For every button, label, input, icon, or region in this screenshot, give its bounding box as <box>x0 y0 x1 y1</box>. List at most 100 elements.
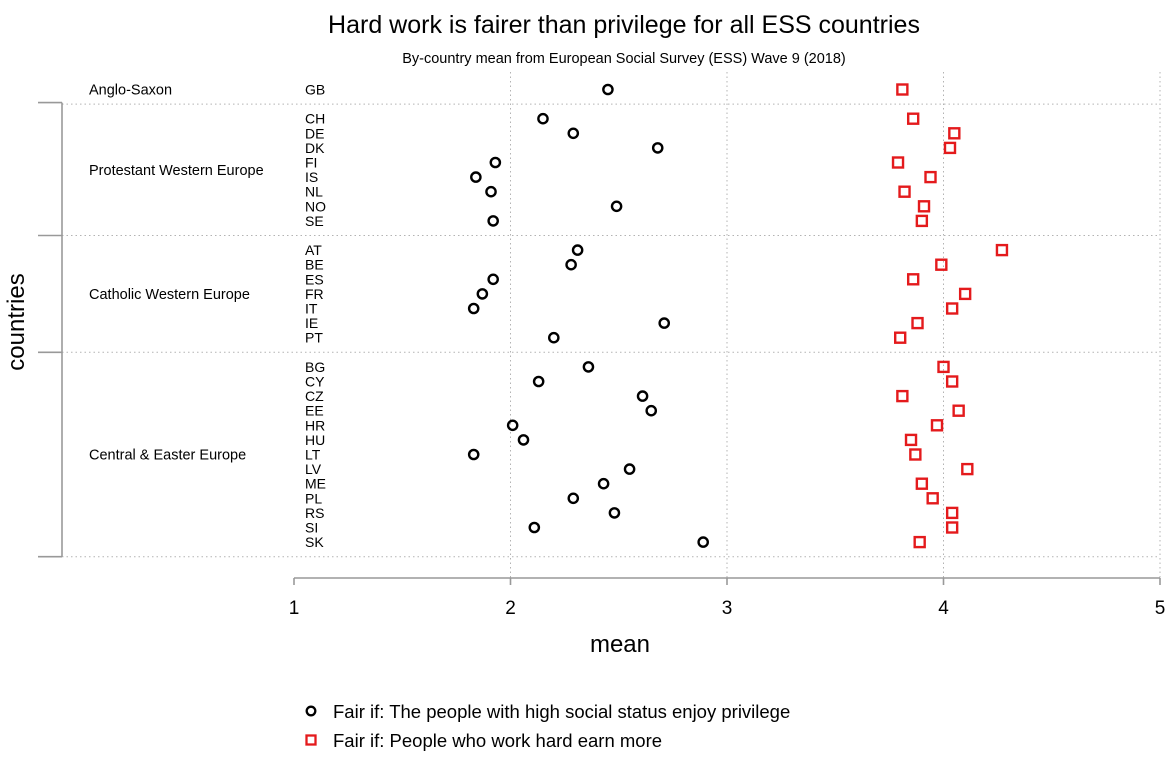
point-privilege <box>623 463 636 475</box>
group-label: Anglo-Saxon <box>89 83 172 99</box>
country-label: IE <box>305 315 318 331</box>
country-label: RS <box>305 505 324 521</box>
country-label: EE <box>305 403 324 419</box>
country-label: SI <box>305 520 318 536</box>
country-label: BG <box>305 359 325 375</box>
point-privilege <box>597 477 610 490</box>
legend-label: Fair if: The people with high social sta… <box>333 701 790 722</box>
point-privilege <box>476 288 489 300</box>
country-label: LT <box>305 447 321 463</box>
country-label: AT <box>305 242 322 258</box>
point-hard-work <box>945 302 959 315</box>
point-hard-work <box>904 433 918 447</box>
point-privilege <box>610 200 623 213</box>
point-hard-work <box>915 214 929 228</box>
point-hard-work <box>935 258 948 271</box>
point-hard-work <box>937 360 950 374</box>
point-hard-work <box>924 170 937 184</box>
point-privilege <box>537 112 549 125</box>
country-label: DK <box>305 140 325 156</box>
country-label: SE <box>305 213 324 229</box>
point-hard-work <box>906 273 920 286</box>
point-privilege <box>506 419 519 432</box>
x-tick-label: 3 <box>722 598 733 619</box>
point-hard-work <box>945 506 959 520</box>
point-hard-work <box>906 112 920 125</box>
point-hard-work <box>894 331 907 344</box>
group-label: Central & Easter Europe <box>89 448 246 464</box>
country-label: NL <box>305 184 323 200</box>
point-hard-work <box>896 389 909 403</box>
point-privilege <box>567 127 580 140</box>
point-hard-work <box>915 477 929 490</box>
legend-label: Fair if: People who work hard earn more <box>333 730 662 751</box>
point-privilege <box>697 536 709 548</box>
point-privilege <box>636 390 649 402</box>
grid <box>62 72 1161 578</box>
y-axis-title: countries <box>3 273 30 370</box>
legend-marker-hard-work <box>305 734 317 746</box>
country-label: IT <box>305 301 318 317</box>
x-tick-label: 5 <box>1155 598 1166 619</box>
point-hard-work <box>943 141 957 155</box>
point-hard-work <box>909 448 922 461</box>
category-labels: Anglo-Saxon Protestant Western Europe Cath… <box>89 82 326 551</box>
country-label: CZ <box>305 388 324 404</box>
point-privilege <box>567 492 580 505</box>
legend-marker-privilege <box>305 705 317 717</box>
point-privilege <box>582 361 595 373</box>
x-tick-label: 4 <box>938 598 949 619</box>
country-label: SK <box>305 534 324 550</box>
chart-title: Hard work is fairer than privilege for a… <box>328 11 920 39</box>
point-privilege <box>528 521 541 534</box>
group-label: Catholic Western Europe <box>89 287 250 303</box>
country-label: IS <box>305 169 318 185</box>
point-privilege <box>645 404 658 417</box>
point-hard-work <box>917 200 931 213</box>
country-label: CH <box>305 111 325 127</box>
point-hard-work <box>945 521 959 534</box>
country-label: NO <box>305 198 326 214</box>
point-privilege <box>467 448 480 461</box>
point-hard-work <box>930 419 944 432</box>
group-label: Protestant Western Europe <box>89 163 264 179</box>
country-label: ES <box>305 271 324 287</box>
point-privilege <box>658 317 671 329</box>
point-hard-work <box>945 375 959 388</box>
x-axis-title: mean <box>590 631 650 658</box>
country-label: GB <box>305 82 325 98</box>
point-privilege <box>651 142 664 154</box>
point-hard-work <box>995 243 1009 257</box>
point-privilege <box>571 244 584 256</box>
point-privilege <box>565 258 577 271</box>
point-privilege <box>608 507 621 519</box>
point-privilege <box>489 156 502 169</box>
point-hard-work <box>958 287 972 301</box>
point-privilege <box>467 302 480 315</box>
point-privilege <box>485 185 497 198</box>
point-hard-work <box>913 535 926 549</box>
country-label: LV <box>305 461 322 477</box>
country-label: BE <box>305 257 324 273</box>
x-tick-label: 2 <box>505 598 516 619</box>
point-hard-work <box>952 404 965 417</box>
country-label: PT <box>305 330 323 346</box>
country-label: ME <box>305 476 326 492</box>
country-label: FI <box>305 155 317 171</box>
point-hard-work <box>911 316 924 330</box>
country-label: HU <box>305 432 325 448</box>
country-label: PL <box>305 490 322 506</box>
data-marks <box>467 83 1009 549</box>
point-privilege <box>517 434 530 446</box>
point-privilege <box>548 331 560 344</box>
point-hard-work <box>948 127 961 140</box>
point-hard-work <box>896 83 909 96</box>
point-privilege <box>487 215 499 227</box>
country-label: HR <box>305 417 325 433</box>
axis-frame <box>38 101 63 558</box>
point-hard-work <box>961 462 974 476</box>
chart-subtitle: By-country mean from European Social Sur… <box>402 51 846 67</box>
country-label: DE <box>305 125 324 141</box>
country-label: CY <box>305 374 325 390</box>
point-privilege <box>602 83 614 96</box>
